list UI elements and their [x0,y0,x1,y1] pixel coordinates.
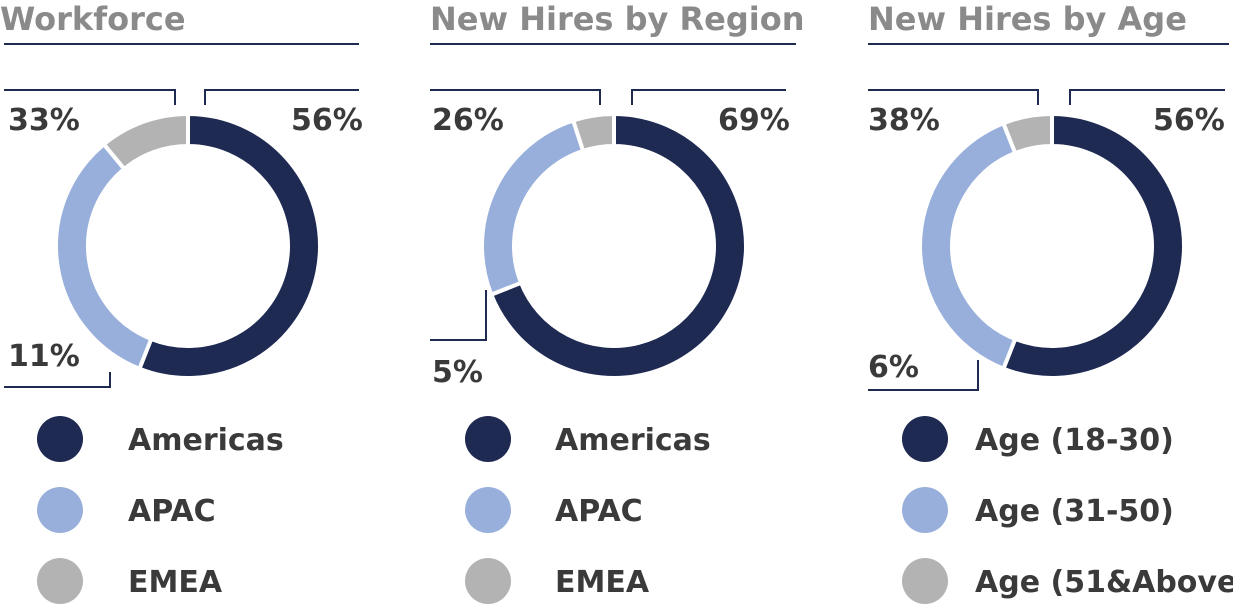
legend-label: APAC [555,494,643,529]
chart-title: Workforce [0,0,186,38]
new-hires-by-region-chart: New Hires by Region 69% 26% 5% Americas APAC E… [430,0,805,604]
legend-swatch [465,416,511,462]
donut-slice-1 [1000,111,1186,380]
donut-slice-2 [918,120,1018,372]
donut-slice-2 [54,141,154,372]
donut-slice-2 [480,117,586,298]
data-label: 26% [432,103,504,138]
legend-swatch [902,558,948,604]
legend-swatch [37,487,83,533]
data-label: 5% [432,355,483,390]
donut-slice-1 [488,111,748,380]
legend-label: Age (31-50) [975,494,1174,529]
chart-title: New Hires by Region [430,0,805,38]
legend-label: EMEA [128,565,223,600]
leader-line-1 [631,89,786,105]
data-label: 69% [718,103,790,138]
donut-slice-3 [101,111,190,172]
leader-line-3 [4,372,111,388]
legend: Age (18-30) Age (31-50) Age (51&Above) [902,416,1233,604]
data-label: 6% [868,350,919,385]
data-label: 11% [8,339,80,374]
data-label: 56% [1153,103,1225,138]
legend-swatch [37,416,83,462]
workforce-chart: Workforce 56% 33% 11% Americas APAC EMEA [0,0,363,604]
leader-line-3 [868,360,979,391]
data-label: 56% [291,103,363,138]
legend-label: Americas [128,423,284,458]
data-label: 33% [8,103,80,138]
legend-swatch [465,558,511,604]
data-label: 38% [868,103,940,138]
legend-swatch [902,416,948,462]
leader-line-2 [4,89,176,105]
leader-line-1 [204,89,359,105]
chart-title: New Hires by Age [868,0,1187,38]
donut-slice-1 [136,111,322,380]
donut-slice-3 [1000,111,1054,156]
legend: Americas APAC EMEA [465,416,711,604]
legend-label: EMEA [555,565,650,600]
leader-line-2 [430,89,601,105]
leader-line-3 [430,290,487,341]
legend-label: Americas [555,423,711,458]
legend-label: Age (51&Above) [975,565,1233,600]
legend: Americas APAC EMEA [37,416,284,604]
leader-line-2 [868,89,1039,105]
legend-swatch [37,558,83,604]
legend-swatch [465,487,511,533]
legend-swatch [902,487,948,533]
legend-label: APAC [128,494,216,529]
legend-label: Age (18-30) [975,423,1174,458]
donut-slice-3 [570,111,616,154]
leader-line-1 [1069,89,1225,105]
